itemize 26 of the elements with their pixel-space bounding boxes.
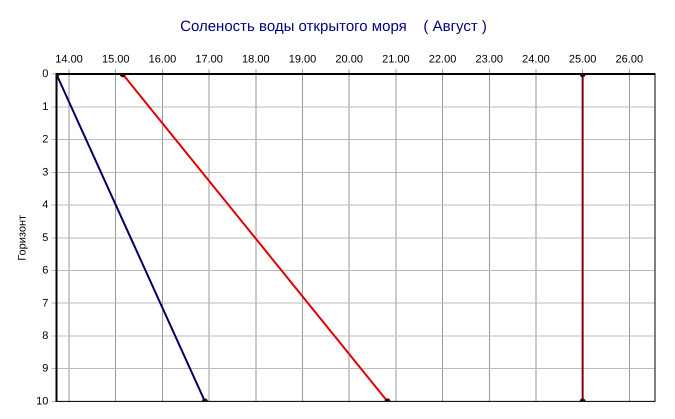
y-tick-label: 5 [42,232,48,244]
x-tick-label: 23.00 [475,54,504,66]
y-axis-title: Горизонт [16,214,29,261]
x-tick-label: 18.00 [242,54,270,66]
y-tick-label: 6 [42,264,48,277]
y-tick-label: 9 [42,362,48,375]
x-tick-label: 19.00 [288,54,316,66]
y-tick-label: 8 [42,330,48,342]
x-tick-label: 14.00 [55,54,83,66]
chart-title: Соленость воды открытого моря ( Август ) [180,18,487,36]
y-tick-label: 1 [42,100,48,113]
x-tick-label: 15.00 [102,54,130,66]
x-tick-label: 17.00 [195,54,223,66]
y-tick-label: 7 [42,297,48,310]
x-tick-label: 21.00 [382,54,410,66]
x-tick-label: 16.00 [148,54,176,66]
y-tick-label: 10 [36,395,48,408]
y-tick-label: 0 [42,68,48,80]
x-tick-label: 24.00 [522,54,550,66]
x-tick-label: 20.00 [335,54,363,66]
x-tick-label: 22.00 [428,54,456,66]
x-tick-label: 26.00 [616,54,644,66]
x-tick-label: 25.00 [568,54,596,66]
y-tick-label: 3 [42,166,48,178]
y-tick-label: 4 [42,199,48,212]
y-tick-label: 2 [42,134,48,146]
